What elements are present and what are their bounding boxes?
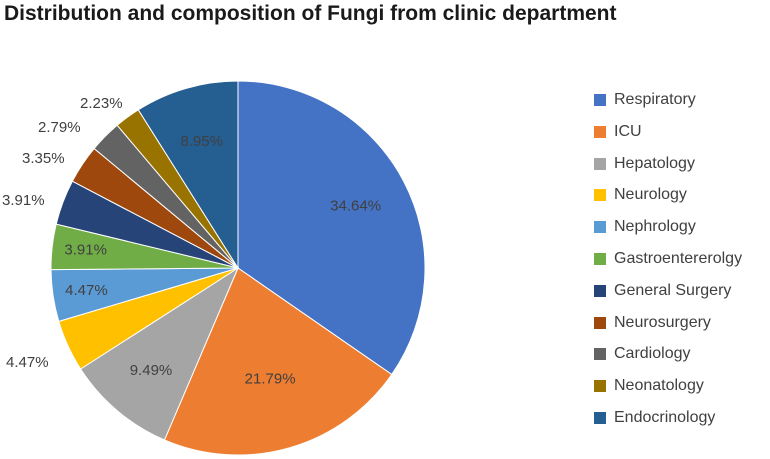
legend-swatch <box>594 316 606 329</box>
legend-label: Gastroentererolgy <box>614 250 743 267</box>
pie-slice-icu <box>163 267 393 456</box>
pie-slice-respiratory <box>237 80 426 376</box>
data-label: 2.79% <box>38 119 81 136</box>
data-label: 21.79% <box>245 370 296 387</box>
pie-slice-endocrinology <box>137 80 239 270</box>
legend-label: Neurology <box>614 186 687 204</box>
legend-swatch <box>594 412 606 424</box>
data-label: 4.47% <box>65 282 108 299</box>
data-label: 4.47% <box>6 354 49 371</box>
legend-label: Respiratory <box>614 91 696 108</box>
legend-swatch <box>594 157 606 170</box>
data-label: 9.49% <box>130 362 173 379</box>
legend-label: Cardiology <box>614 345 691 363</box>
legend-swatch <box>594 94 606 106</box>
legend-swatch <box>594 253 606 265</box>
legend-swatch <box>594 348 606 361</box>
data-label: 3.91% <box>64 242 107 259</box>
legend-swatch <box>594 221 606 234</box>
data-label: 2.23% <box>80 95 123 112</box>
legend-swatch <box>594 380 606 393</box>
legend-swatch <box>594 125 606 138</box>
legend-label: General Surgery <box>614 281 732 299</box>
legend-swatch <box>594 189 606 202</box>
legend-label: Neurosurgery <box>614 313 711 331</box>
legend-label: Neonatology <box>614 377 704 395</box>
data-label: 34.64% <box>330 197 381 214</box>
pie-slice-hepatology <box>79 266 240 441</box>
legend-label: Nephrology <box>614 218 696 236</box>
legend-label: ICU <box>614 122 642 140</box>
data-label: 3.91% <box>2 192 45 209</box>
data-label: 3.35% <box>22 150 65 167</box>
legend-label: Endocrinology <box>614 409 716 426</box>
chart-title: Distribution and composition of Fungi fr… <box>4 2 617 25</box>
legend-label: Hepatology <box>614 154 695 172</box>
data-label: 8.95% <box>180 133 223 150</box>
legend-swatch <box>594 284 606 297</box>
